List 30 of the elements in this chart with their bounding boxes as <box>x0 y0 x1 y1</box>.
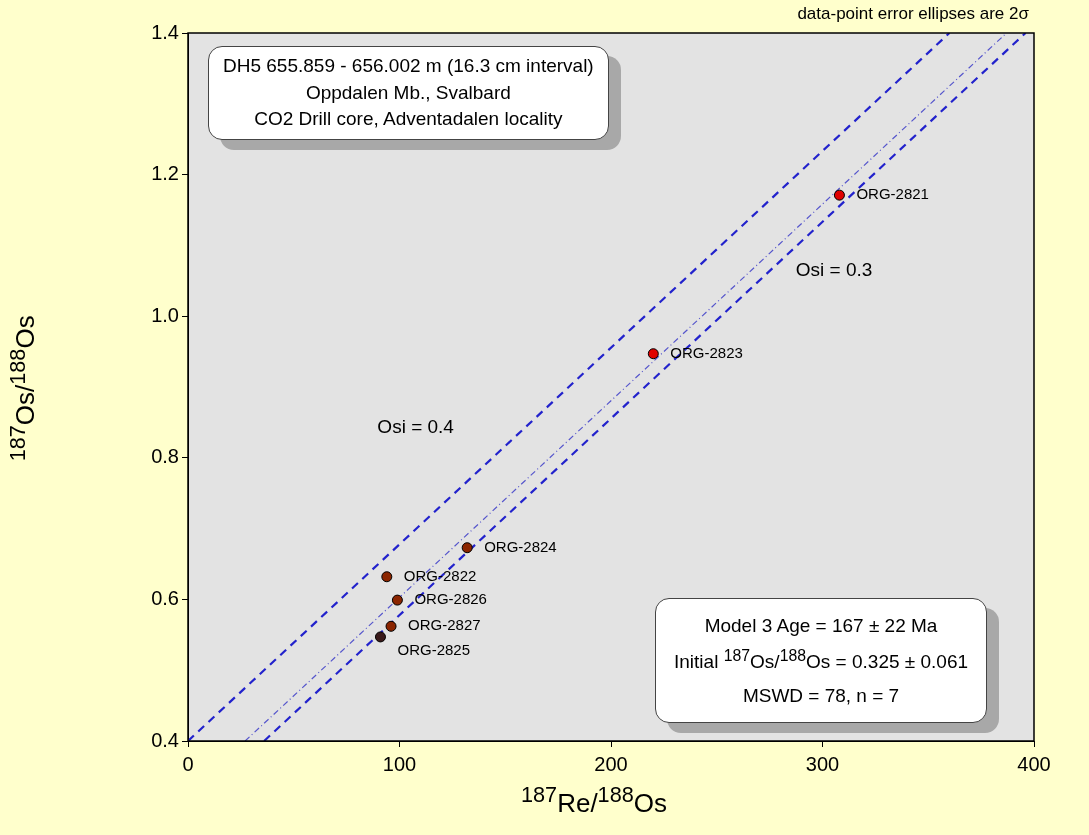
point <box>391 594 403 606</box>
text: data-point error ellipses are 2σ <box>797 4 1029 24</box>
annotation: DH5 655.859 - 656.002 m (16.3 cm interval) Oppdalen Mb., Svalbard CO2 Drill core, Adventadalen locality <box>208 46 609 140</box>
series-label: Osi = 0.3 <box>795 259 873 281</box>
point <box>381 571 393 583</box>
annotation: Model 3 Age = 167 ± 22 Ma Initial $^{187}$Os/$^{188}$Os = 0.325 ± 0.061 MSWD = 78, n = 7 <box>655 598 988 724</box>
x-axis-title: $^{187}$Re/$^{188}$Os <box>521 782 667 819</box>
text: Osi = 0.4 <box>377 415 455 437</box>
x-tick-label: 100 <box>382 752 417 775</box>
point <box>374 631 386 643</box>
y-tick-label: 0.6 <box>151 586 179 609</box>
annotation: ORG-2823 <box>670 343 743 361</box>
y-tick-label: 1.0 <box>151 303 179 326</box>
point <box>833 189 845 201</box>
y-tick-label: 0.8 <box>151 445 179 468</box>
annotation: ORG-2827 <box>408 616 481 634</box>
point <box>461 542 473 554</box>
x-tick-label: 200 <box>594 752 628 775</box>
point <box>647 348 659 360</box>
annotation: ORG-2821 <box>856 185 929 203</box>
y-tick-label: 0.4 <box>151 728 179 751</box>
point <box>385 620 397 632</box>
x-tick-label: 0 <box>182 752 194 775</box>
annotation: ORG-2824 <box>484 537 557 555</box>
x-tick-label: 300 <box>805 752 840 775</box>
annotation: ORG-2826 <box>414 590 487 608</box>
y-tick-label: 1.2 <box>151 162 179 185</box>
y-tick-label: 1.4 <box>151 20 179 43</box>
x-tick-label: 400 <box>1017 752 1051 775</box>
annotation: ORG-2825 <box>397 641 471 659</box>
